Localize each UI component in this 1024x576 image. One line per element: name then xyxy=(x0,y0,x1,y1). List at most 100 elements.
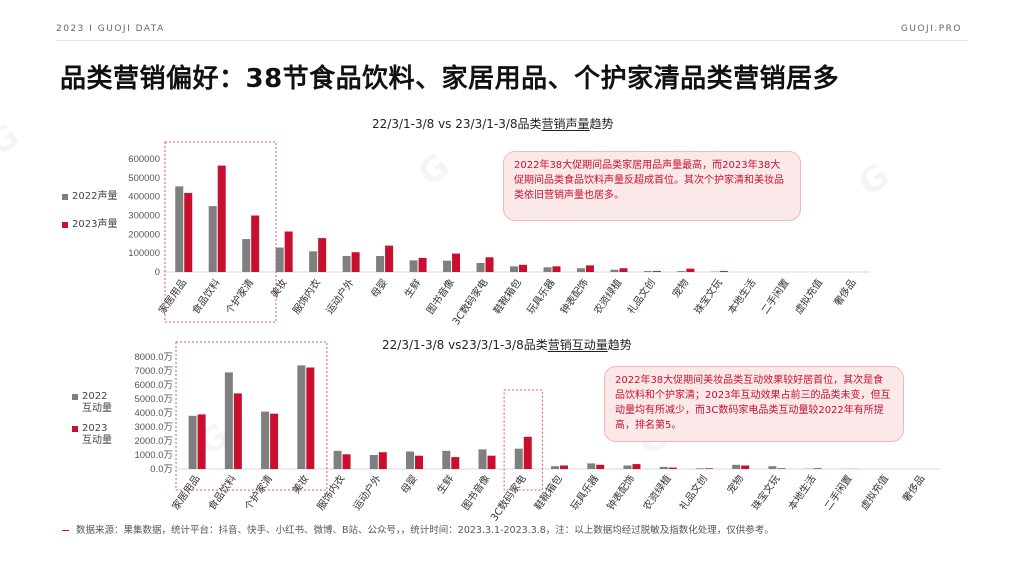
volume-bar-2023 xyxy=(452,253,461,272)
volume-bar-2022 xyxy=(643,271,652,272)
volume-bar-2022 xyxy=(342,255,351,272)
interaction-category-label: 食品饮料 xyxy=(205,472,239,512)
interaction-category-label: 个护家清 xyxy=(241,472,275,512)
volume-bar-2023 xyxy=(318,238,327,272)
interaction-bar-2023 xyxy=(270,413,279,469)
volume-bar-2022 xyxy=(510,266,518,272)
interaction-legend-2022: 2022互动量 xyxy=(72,391,128,415)
legend-label-2022: 2022互动量 xyxy=(82,391,112,414)
interaction-title-pre: 22/3/1-3/8 vs23/3/1-3/8品类 xyxy=(382,338,548,352)
legend-swatch-2023 xyxy=(62,222,68,228)
volume-category-label: 运动户外 xyxy=(323,276,357,316)
interaction-legend: 2022互动量 2023互动量 xyxy=(72,391,128,463)
interaction-y-tick-label: 3000.0万 xyxy=(134,422,173,433)
volume-bar-2022 xyxy=(543,267,552,272)
volume-y-tick-label: 500000 xyxy=(128,173,160,184)
volume-legend-2023: 2023声量 xyxy=(62,219,122,231)
volume-y-tick-label: 400000 xyxy=(128,192,160,203)
interaction-bar-2023 xyxy=(813,468,822,469)
volume-category-label: 图书音像 xyxy=(423,276,457,316)
interaction-category-label: 钟表配饰 xyxy=(604,472,638,512)
interaction-y-tick-label: 8000.0万 xyxy=(134,352,173,363)
interaction-category-label: 3C数码家电 xyxy=(487,472,528,523)
volume-bar-2022 xyxy=(376,255,385,272)
interaction-category-label: 生鲜 xyxy=(434,472,456,496)
interaction-bar-2022 xyxy=(768,466,777,469)
volume-category-label: 礼品文创 xyxy=(624,276,658,316)
volume-y-tick-label: 0 xyxy=(155,267,160,278)
header-divider xyxy=(56,40,968,41)
interaction-bar-2022 xyxy=(369,455,378,469)
interaction-insight-note: 2022年38大促期间美妆品类互动效果较好居首位，其次是食品饮料和个护家清；20… xyxy=(604,366,904,442)
interaction-bar-2022 xyxy=(478,449,487,469)
volume-category-label: 宠物 xyxy=(669,276,691,300)
interaction-legend-2023: 2023互动量 xyxy=(72,423,128,447)
interaction-bar-2022 xyxy=(623,465,632,469)
interaction-bar-2023 xyxy=(777,468,786,469)
volume-category-label: 生鲜 xyxy=(401,276,423,300)
volume-category-label: 鞋靴箱包 xyxy=(490,276,524,316)
interaction-bar-2022 xyxy=(224,372,233,469)
legend-swatch-2022 xyxy=(72,394,78,400)
interaction-category-label: 鞋靴箱包 xyxy=(531,472,565,512)
volume-bar-2023 xyxy=(418,257,427,272)
interaction-category-label: 宠物 xyxy=(724,472,746,496)
volume-category-label: 玩具乐器 xyxy=(525,277,558,317)
interaction-bar-2023 xyxy=(197,414,206,469)
volume-category-label: 奢侈品 xyxy=(831,276,859,308)
volume-bar-2023 xyxy=(719,271,728,272)
volume-bar-2022 xyxy=(610,269,619,272)
volume-bar-2023 xyxy=(619,268,628,272)
interaction-bar-2023 xyxy=(741,465,750,469)
interaction-category-label: 母婴 xyxy=(399,473,420,496)
interaction-bar-2022 xyxy=(551,466,559,469)
volume-category-label: 个护家清 xyxy=(223,276,257,316)
volume-bar-2022 xyxy=(443,260,452,272)
interaction-bar-2023 xyxy=(233,393,242,469)
interaction-y-tick-label: 0.0万 xyxy=(150,464,173,475)
volume-bar-2023 xyxy=(385,245,394,272)
volume-bar-2023 xyxy=(552,266,561,272)
volume-chart-title: 22/3/1-3/8 vs 23/3/1-3/8品类营销声量趋势 xyxy=(372,115,614,132)
interaction-y-tick-label: 2000.0万 xyxy=(134,436,173,447)
page-title: 品类营销偏好：38节食品饮料、家居用品、个护家清品类营销居多 xyxy=(60,64,840,94)
volume-bar-2022 xyxy=(309,251,318,272)
volume-category-label: 钟表配饰 xyxy=(557,276,591,316)
interaction-category-label: 礼品文创 xyxy=(676,472,710,512)
volume-category-label: 母婴 xyxy=(369,277,390,300)
legend-label-2023: 2023声量 xyxy=(72,219,118,230)
interaction-bar-2022 xyxy=(587,463,596,469)
interaction-category-label: 农资绿植 xyxy=(640,472,674,512)
volume-bar-2022 xyxy=(242,239,251,272)
volume-category-label: 农资绿植 xyxy=(591,276,625,316)
interaction-category-label: 珠宝文玩 xyxy=(749,472,783,512)
volume-bar-2022 xyxy=(409,260,418,272)
interaction-bar-2022 xyxy=(261,411,270,469)
volume-category-label: 家居用品 xyxy=(156,276,190,316)
interaction-y-tick-label: 4000.0万 xyxy=(134,408,173,419)
interaction-bar-2022 xyxy=(442,450,451,469)
interaction-bar-2022 xyxy=(333,450,342,469)
volume-category-label: 二手闲置 xyxy=(758,276,792,316)
interaction-bar-2022 xyxy=(732,464,741,469)
interaction-y-tick-label: 5000.0万 xyxy=(134,394,173,405)
interaction-bar-2023 xyxy=(632,464,641,469)
volume-category-label: 服饰内衣 xyxy=(290,276,324,316)
interaction-bar-2023 xyxy=(378,452,387,469)
volume-y-tick-label: 100000 xyxy=(128,248,160,259)
interaction-category-label: 虚拟充值 xyxy=(858,472,892,512)
volume-y-tick-label: 600000 xyxy=(128,154,160,165)
volume-bar-2023 xyxy=(686,268,695,272)
header-brand: 2023 I GUOJI DATA xyxy=(56,24,165,34)
interaction-bar-2023 xyxy=(342,454,351,469)
interaction-bar-2023 xyxy=(668,467,677,469)
interaction-bar-2022 xyxy=(297,365,306,469)
volume-insight-note: 2022年38大促期间品类家居用品声量最高，而2023年38大促期间品类食品饮料… xyxy=(503,151,801,221)
interaction-y-tick-label: 7000.0万 xyxy=(134,366,173,377)
volume-category-label: 虚拟充值 xyxy=(792,276,826,316)
interaction-bar-2023 xyxy=(596,464,605,469)
volume-bar-2023 xyxy=(485,257,494,272)
interaction-category-label: 家居用品 xyxy=(169,472,203,512)
interaction-category-label: 本地生活 xyxy=(785,472,819,512)
volume-bar-2023 xyxy=(284,231,293,272)
